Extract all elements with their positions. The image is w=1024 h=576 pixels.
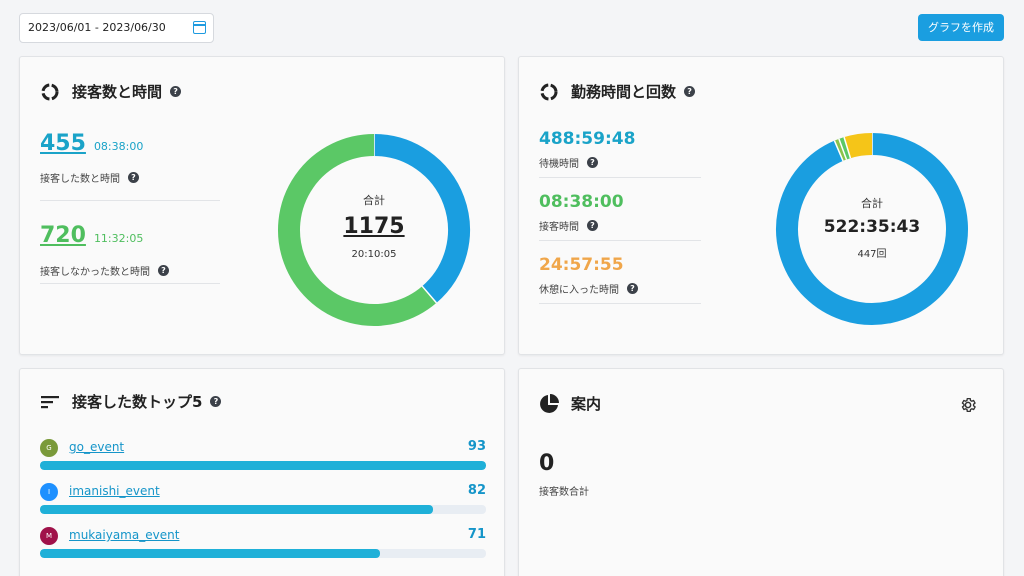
service-donut-center: 合計 1175 20:10:05 xyxy=(324,192,424,260)
work-total-time: 522:35:43 xyxy=(823,217,921,237)
serving-label: 接客時間 ? xyxy=(539,218,624,233)
create-graph-button[interactable]: グラフを作成 xyxy=(918,14,1004,41)
date-range-value: 2023/06/01 - 2023/06/30 xyxy=(28,21,166,34)
rank-bar-track xyxy=(40,461,486,470)
help-icon[interactable]: ? xyxy=(587,157,598,168)
donut-chart-icon xyxy=(540,83,558,100)
total-time: 20:10:05 xyxy=(351,249,397,260)
avatar: M xyxy=(40,527,58,545)
rank-value: 82 xyxy=(467,483,486,498)
break-label-text: 休憩に入った時間 xyxy=(539,285,619,296)
guide-card-title: 案内 xyxy=(539,393,601,414)
avatar: I xyxy=(40,483,58,501)
rank-bar-track xyxy=(40,505,486,514)
guide-count: 0 xyxy=(539,451,555,476)
total-label: 合計 xyxy=(363,194,385,207)
divider xyxy=(40,200,220,201)
top5-title-text: 接客した数トップ5 xyxy=(72,393,203,411)
service-title-text: 接客数と時間 xyxy=(72,83,163,101)
rank-bar-track xyxy=(40,549,486,558)
standby-time: 488:59:48 xyxy=(539,129,636,149)
break-time: 24:57:55 xyxy=(539,255,624,275)
work-donut-segment-standby xyxy=(776,133,968,325)
help-icon[interactable]: ? xyxy=(158,265,169,276)
donut-chart-icon xyxy=(41,83,59,100)
service-donut-segment-served xyxy=(373,134,470,303)
total-count-link[interactable]: 1175 xyxy=(343,214,405,239)
service-donut-segment-not_served xyxy=(278,134,437,326)
break-item: 24:57:55 休憩に入った時間 ? xyxy=(539,255,638,296)
help-icon[interactable]: ? xyxy=(210,396,222,407)
guide-card: 案内 0 接客数合計 xyxy=(518,368,1004,576)
help-icon[interactable]: ? xyxy=(170,86,182,97)
not-served-time: 11:32:05 xyxy=(93,232,144,245)
divider xyxy=(539,177,701,178)
rank-user-link[interactable]: imanishi_event xyxy=(69,484,160,498)
not-served-label: 接客しなかった数と時間 ? xyxy=(40,263,169,278)
rank-bar-fill xyxy=(40,461,486,470)
not-served-label-text: 接客しなかった数と時間 xyxy=(40,267,150,278)
work-donut-segment-break xyxy=(844,133,873,159)
work-donut-separator xyxy=(838,138,848,160)
calendar-icon[interactable] xyxy=(193,21,206,34)
work-card: 勤務時間と回数 ? 488:59:48 待機時間 ? 08:38:00 接客時間… xyxy=(518,56,1004,355)
standby-item: 488:59:48 待機時間 ? xyxy=(539,129,635,170)
divider xyxy=(40,283,220,284)
served-count-link[interactable]: 455 xyxy=(40,131,86,156)
rank-value: 93 xyxy=(467,439,486,454)
served-label-text: 接客した数と時間 xyxy=(40,174,120,185)
work-donut-separator xyxy=(843,136,852,159)
service-card: 接客数と時間 ? 455 08:38:00 接客した数と時間 ? 720 11:… xyxy=(19,56,505,355)
standby-label-text: 待機時間 xyxy=(539,159,579,170)
rank-value: 71 xyxy=(467,527,486,542)
help-icon[interactable]: ? xyxy=(684,86,696,97)
avatar: G xyxy=(40,439,58,457)
guide-title-text: 案内 xyxy=(571,395,602,413)
work-donut-separator xyxy=(833,140,844,162)
served-time: 08:38:00 xyxy=(93,140,144,153)
serving-time: 08:38:00 xyxy=(539,192,624,212)
rank-user-link[interactable]: mukaiyama_event xyxy=(69,528,180,542)
service-donut-chart xyxy=(278,134,470,326)
help-icon[interactable]: ? xyxy=(128,172,139,183)
work-title-text: 勤務時間と回数 xyxy=(571,83,677,101)
work-total-count: 447回 xyxy=(857,249,887,260)
top5-card-title: 接客した数トップ5 ? xyxy=(40,391,222,412)
sort-icon xyxy=(41,395,59,408)
served-label: 接客した数と時間 ? xyxy=(40,170,139,185)
break-label: 休憩に入った時間 ? xyxy=(539,281,638,296)
serving-label-text: 接客時間 xyxy=(539,222,579,233)
date-range-input[interactable]: 2023/06/01 - 2023/06/30 xyxy=(19,13,214,43)
served-stat: 455 08:38:00 xyxy=(40,131,143,156)
divider xyxy=(539,240,701,241)
standby-label: 待機時間 ? xyxy=(539,155,635,170)
divider xyxy=(539,303,701,304)
guide-label: 接客数合計 xyxy=(539,487,589,498)
not-served-stat: 720 11:32:05 xyxy=(40,223,143,248)
serving-item: 08:38:00 接客時間 ? xyxy=(539,192,624,233)
work-donut-center: 合計 522:35:43 447回 xyxy=(812,195,932,260)
service-donut-separator xyxy=(421,285,438,304)
rank-user-link[interactable]: go_event xyxy=(69,440,125,454)
pie-chart-icon xyxy=(540,393,559,413)
rank-bar-fill xyxy=(40,505,434,514)
help-icon[interactable]: ? xyxy=(627,283,638,294)
rank-bar-fill xyxy=(40,549,381,558)
work-total-label: 合計 xyxy=(861,197,883,210)
service-card-title: 接客数と時間 ? xyxy=(40,81,182,102)
work-card-title: 勤務時間と回数 ? xyxy=(539,81,696,102)
help-icon[interactable]: ? xyxy=(587,220,598,231)
not-served-count-link[interactable]: 720 xyxy=(40,223,86,248)
settings-gear-icon[interactable] xyxy=(959,396,977,414)
work-donut-chart xyxy=(776,133,968,325)
